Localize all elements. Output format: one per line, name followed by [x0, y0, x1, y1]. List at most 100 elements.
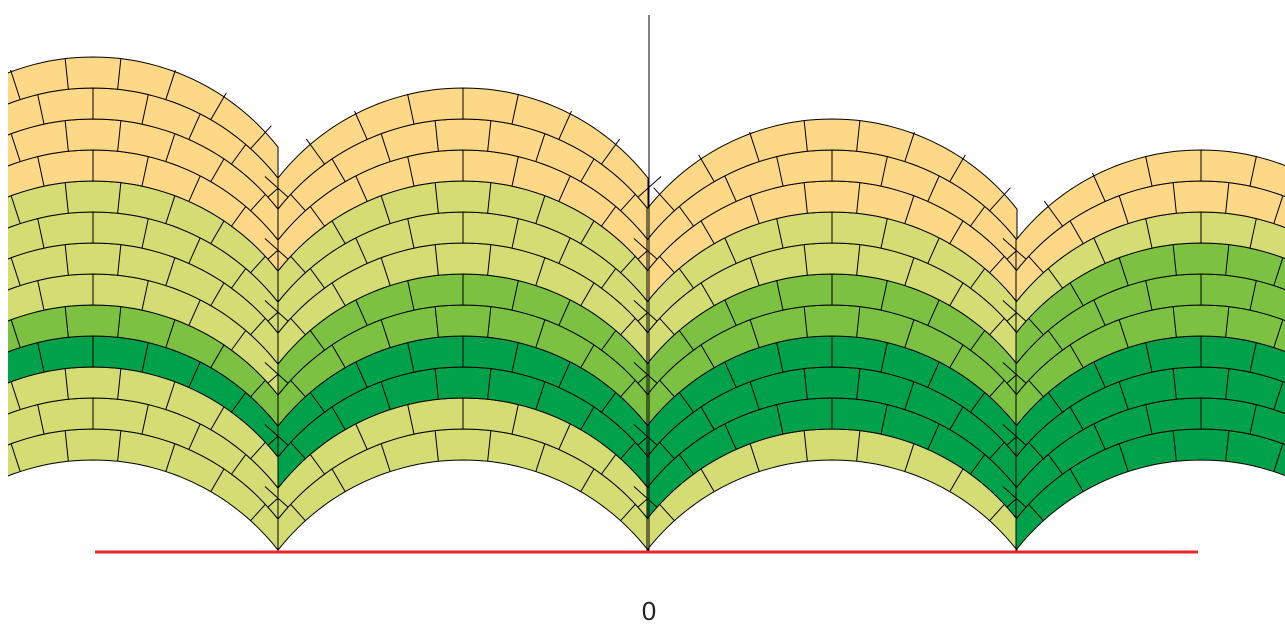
brick-joint [1273, 317, 1284, 348]
brick-course [277, 87, 649, 211]
brick-joint [749, 131, 760, 162]
brick-joint [264, 424, 289, 446]
brick-joint [1225, 430, 1230, 462]
brick-joint [1092, 358, 1106, 388]
brick-joint [141, 217, 149, 249]
brick-joint [749, 379, 760, 410]
brick-joint [904, 379, 915, 410]
brick-joint [434, 368, 439, 400]
brick-joint [407, 279, 415, 311]
brick-joint [37, 403, 45, 435]
brick-joint [511, 341, 519, 373]
brick-joint [37, 93, 45, 125]
brick-joint [434, 244, 439, 276]
brick-joint [1118, 441, 1129, 472]
brick-joint [633, 362, 658, 384]
brick-joint [188, 358, 202, 388]
brick-joint [856, 306, 861, 338]
brick-joint [880, 279, 888, 311]
brick-joint [1145, 403, 1153, 435]
brick-joint [803, 368, 808, 400]
brick-joint [803, 244, 808, 276]
brick-joint [165, 379, 176, 410]
brick-joint [64, 368, 69, 400]
brick-joint [354, 234, 368, 264]
brick-joint [535, 317, 546, 348]
brick-joint [188, 110, 202, 140]
brick-joint [558, 358, 572, 388]
brick-course [646, 118, 1018, 242]
brick-joint [487, 368, 492, 400]
brick-joint [558, 296, 572, 326]
brick-joint [723, 296, 737, 326]
brick-joint [117, 430, 122, 462]
brick-joint [535, 441, 546, 472]
brick-joint [380, 317, 391, 348]
brick-joint [1273, 255, 1284, 286]
brick-joint [1002, 238, 1027, 260]
brick-joint [1225, 368, 1230, 400]
brick-joint [558, 110, 572, 140]
brick-joint [380, 131, 391, 162]
brick-joint [434, 182, 439, 214]
brick-joint [989, 187, 1011, 212]
brick-joint [354, 296, 368, 326]
brick-joint [601, 138, 621, 165]
brick-course [8, 56, 279, 180]
brick-joint [407, 93, 415, 125]
brick-joint [141, 155, 149, 187]
brick-joint [535, 193, 546, 224]
brick-joint [10, 441, 21, 472]
brick-joint [1225, 182, 1230, 214]
brick-joint [141, 279, 149, 311]
brick-joint [354, 420, 368, 450]
brick-joint [117, 182, 122, 214]
brick-joint [165, 255, 176, 286]
brick-joint [653, 187, 675, 212]
brick-joint [904, 193, 915, 224]
brick-joint [633, 238, 658, 260]
brick-joint [10, 131, 21, 162]
brick-joint [165, 131, 176, 162]
brick-joint [264, 486, 289, 508]
brick-joint [37, 217, 45, 249]
brick-joint [904, 131, 915, 162]
brick-joint [633, 486, 658, 508]
brick-joint [904, 317, 915, 348]
brick-joint [723, 420, 737, 450]
brick-joint [1118, 317, 1129, 348]
axis-label: 0 [642, 596, 656, 625]
brick-joint [637, 176, 662, 198]
brick-joint [10, 317, 21, 348]
brick-joint [803, 430, 808, 462]
brick-joint [188, 172, 202, 202]
brick-joint [749, 255, 760, 286]
brick-joint [1249, 155, 1257, 187]
brick-joint [1002, 424, 1027, 446]
brick-joint [749, 441, 760, 472]
brick-joint [904, 255, 915, 286]
brick-joint [37, 155, 45, 187]
brick-joint [1273, 379, 1284, 410]
brick-joint [558, 172, 572, 202]
brick-joint [803, 306, 808, 338]
brick-joint [37, 279, 45, 311]
brick-joint [487, 182, 492, 214]
brick-joint [1172, 182, 1177, 214]
brick-joint [927, 420, 941, 450]
brick-joint [856, 430, 861, 462]
brick-joint [64, 430, 69, 462]
brick-joint [141, 403, 149, 435]
brick-joint [188, 234, 202, 264]
brick-joint [1249, 341, 1257, 373]
brick-joint [776, 403, 784, 435]
brick-joint [10, 379, 21, 410]
brick-joint [880, 155, 888, 187]
brick-joint [558, 234, 572, 264]
brick-joint [434, 430, 439, 462]
brick-joint [723, 172, 737, 202]
brick-joint [264, 176, 289, 198]
brick-joint [117, 306, 122, 338]
brick-joint [487, 306, 492, 338]
